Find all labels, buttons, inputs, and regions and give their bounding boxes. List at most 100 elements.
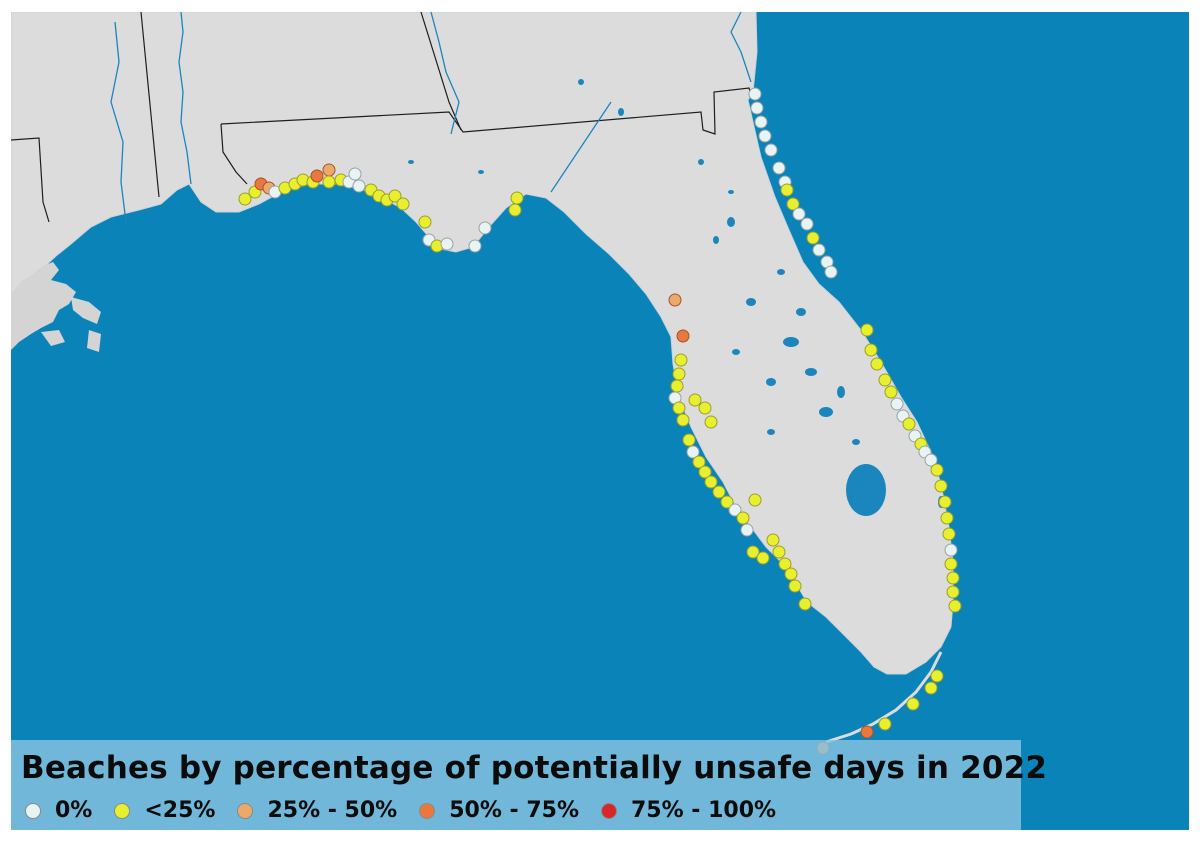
beach-point [902, 417, 916, 431]
legend-label: <25% [144, 798, 216, 823]
beach-point [746, 545, 760, 559]
beach-point [824, 265, 838, 279]
legend-items: 0% <25% 25% - 50% 50% - 75% 75% - 100% [25, 798, 798, 823]
beach-point [800, 217, 814, 231]
beach-point [736, 511, 750, 525]
beach-point [812, 243, 826, 257]
beach-point [688, 393, 702, 407]
louisiana-delta [11, 262, 76, 350]
beach-point [772, 545, 786, 559]
beach-point [310, 169, 324, 183]
louisiana-delta-fragment [71, 297, 101, 324]
beach-point [686, 445, 700, 459]
beach-point [934, 479, 948, 493]
beach-point [748, 87, 762, 101]
beach-point [676, 329, 690, 343]
state-border-al-fl-west [220, 123, 248, 185]
beach-point [418, 215, 432, 229]
beach-point [930, 463, 944, 477]
legend-swatch-3 [419, 802, 436, 819]
beach-point [468, 239, 482, 253]
beach-point [946, 585, 960, 599]
beach-map[interactable] [11, 12, 1189, 830]
beach-point [322, 175, 336, 189]
beach-point [944, 557, 958, 571]
beach-point [704, 475, 718, 489]
beach-point [786, 197, 800, 211]
beach-point [478, 221, 492, 235]
beach-point [692, 455, 706, 469]
rivers [110, 12, 752, 223]
beach-point [748, 493, 762, 507]
beach-point [766, 533, 780, 547]
beach-point [884, 385, 898, 399]
beach-point [754, 115, 768, 129]
beach-point [878, 373, 892, 387]
beach-point [946, 571, 960, 585]
legend-panel: Beaches by percentage of potentially uns… [11, 740, 1047, 830]
legend-item-4: 75% - 100% [600, 798, 777, 823]
map-frame: Beaches by percentage of potentially uns… [11, 12, 1189, 830]
beach-point [938, 495, 952, 509]
beach-point [806, 231, 820, 245]
beach-point [750, 101, 764, 115]
beach-point [672, 367, 686, 381]
legend-label: 0% [55, 798, 93, 823]
beach-point [388, 189, 402, 203]
beach-point [720, 495, 734, 509]
beach-point [682, 433, 696, 447]
beach-point [704, 415, 718, 429]
beach-point [798, 597, 812, 611]
beach-point [906, 697, 920, 711]
beach-point [510, 191, 524, 205]
beach-point [352, 179, 366, 193]
state-border-fl-north [220, 87, 754, 135]
state-border-ms-la [11, 137, 50, 223]
beach-point [944, 543, 958, 557]
beach-point [668, 293, 682, 307]
beach-point [890, 397, 904, 411]
legend-label: 50% - 75% [449, 798, 579, 823]
beach-point [870, 357, 884, 371]
beach-point [698, 465, 712, 479]
beach-point [878, 717, 892, 731]
legend-swatch-4 [600, 802, 617, 819]
beach-point [778, 557, 792, 571]
beach-point [948, 599, 962, 613]
beach-point [676, 413, 690, 427]
beach-point [788, 579, 802, 593]
beach-point [396, 197, 410, 211]
beach-point [698, 401, 712, 415]
beach-point [860, 725, 874, 739]
beach-point [674, 353, 688, 367]
beach-point [930, 669, 944, 683]
beach-point [712, 485, 726, 499]
beach-point [942, 527, 956, 541]
beach-point [672, 401, 686, 415]
state-border-al-ga [420, 12, 462, 131]
beach-point [864, 343, 878, 357]
beach-point [740, 523, 754, 537]
beach-point [440, 237, 454, 251]
legend-label: 75% - 100% [630, 798, 777, 823]
legend-swatch-2 [237, 802, 254, 819]
beach-point [792, 207, 806, 221]
beach-point [780, 183, 794, 197]
beach-point [508, 203, 522, 217]
legend-item-3: 50% - 75% [419, 798, 579, 823]
louisiana-delta-fragment [87, 330, 101, 352]
legend-item-2: 25% - 50% [237, 798, 397, 823]
louisiana-delta-fragment [41, 330, 65, 346]
legend-item-1: <25% [114, 798, 215, 823]
beach-point [322, 163, 336, 177]
beach-point [924, 681, 938, 695]
beach-points[interactable] [238, 87, 962, 755]
beach-point [940, 511, 954, 525]
legend-swatch-0 [25, 802, 41, 819]
legend-swatch-1 [114, 802, 131, 819]
beach-point [348, 167, 362, 181]
legend-item-0: 0% [25, 798, 92, 823]
beach-point [784, 567, 798, 581]
beach-point [756, 551, 770, 565]
legend-label: 25% - 50% [267, 798, 398, 823]
